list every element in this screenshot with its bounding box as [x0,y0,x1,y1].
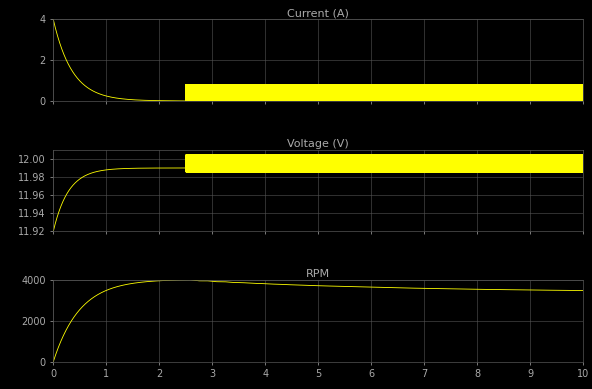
Title: Current (A): Current (A) [287,9,349,19]
Title: RPM: RPM [306,270,330,279]
Title: Voltage (V): Voltage (V) [287,139,349,149]
